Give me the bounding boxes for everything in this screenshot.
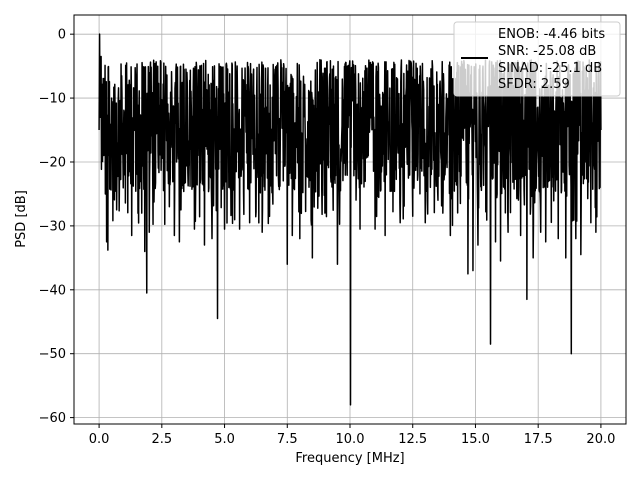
y-tick-label: −50 — [39, 347, 66, 362]
y-tick-label: −30 — [39, 219, 66, 234]
y-tick-label: −20 — [39, 155, 66, 170]
legend-box — [453, 21, 621, 97]
legend-entry-sinad: SINAD: -25.1 dB — [498, 61, 602, 76]
x-tick-label: 12.5 — [398, 432, 427, 447]
x-tick-label: 17.5 — [524, 432, 553, 447]
y-axis: 0 −10 −20 −30 −40 −50 −60 — [39, 28, 74, 426]
y-axis-label: PSD [dB] — [14, 190, 29, 248]
x-tick-label: 5.0 — [214, 432, 235, 447]
x-tick-label: 7.5 — [277, 432, 298, 447]
x-tick-label: 15.0 — [461, 432, 490, 447]
x-tick-label: 2.5 — [151, 432, 172, 447]
x-tick-label: 0.0 — [89, 432, 110, 447]
legend-entry-snr: SNR: -25.08 dB — [498, 44, 596, 59]
x-axis-label: Frequency [MHz] — [295, 451, 404, 466]
y-tick-label: −40 — [39, 283, 66, 298]
psd-series-line — [98, 33, 602, 406]
series-layer — [98, 33, 602, 406]
x-tick-label: 20.0 — [586, 432, 615, 447]
y-tick-label: 0 — [58, 28, 66, 43]
legend: ENOB: -4.46 bits SNR: -25.08 dB SINAD: -… — [453, 21, 621, 97]
x-axis: 0.0 2.5 5.0 7.5 10.0 12.5 15.0 17.5 20.0 — [89, 424, 615, 447]
y-tick-label: −10 — [39, 92, 66, 107]
y-tick-label: −60 — [39, 411, 66, 426]
legend-entry-enob: ENOB: -4.46 bits — [498, 27, 605, 42]
legend-entry-sfdr: SFDR: 2.59 — [498, 77, 570, 92]
x-tick-label: 10.0 — [336, 432, 365, 447]
